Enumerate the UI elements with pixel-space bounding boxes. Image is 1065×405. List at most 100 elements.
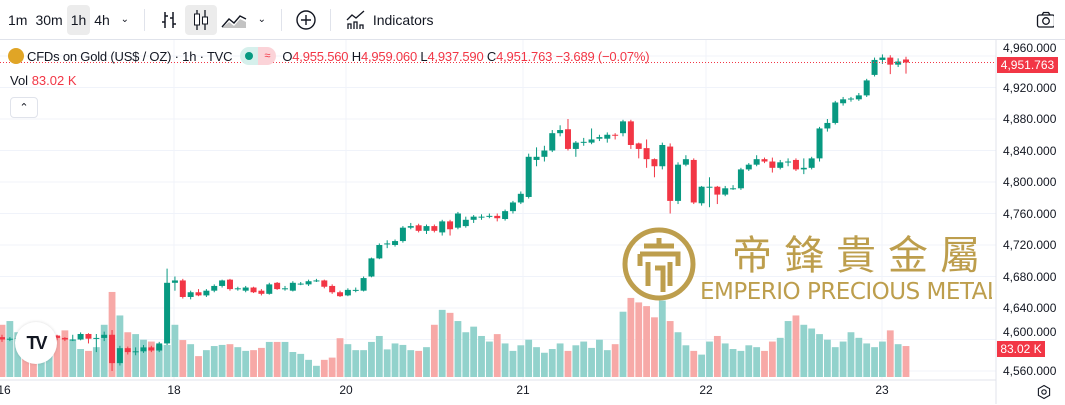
volume-bar xyxy=(273,341,281,377)
candle-body xyxy=(258,290,265,294)
top-toolbar: 1m 30m 1h 4h ⌄ ⌄ Indicators xyxy=(0,0,1065,40)
chart-type-dropdown-chevron-icon[interactable]: ⌄ xyxy=(257,14,267,25)
volume-bar xyxy=(674,332,682,377)
volume-bar xyxy=(635,302,643,377)
candle-body xyxy=(509,202,516,212)
volume-bar xyxy=(305,359,312,377)
candle-body xyxy=(596,137,603,139)
candle-body xyxy=(730,188,737,190)
candle-body xyxy=(289,282,296,291)
volume-bar xyxy=(871,347,878,377)
candle-body xyxy=(0,337,5,340)
volume-bar xyxy=(171,324,179,377)
open-value: 4,955.560 xyxy=(292,48,349,64)
candle-body xyxy=(855,95,862,100)
interval-1h[interactable]: 1h xyxy=(66,4,91,35)
candle-body xyxy=(376,245,383,259)
symbol-title[interactable]: CFDs on Gold (US$ / OZ) · 1h · TVC xyxy=(27,48,233,64)
volume-bar xyxy=(658,300,666,377)
price-tick-label: 4,880.000 xyxy=(1003,112,1057,126)
compare-add-symbol-icon[interactable] xyxy=(290,5,322,35)
volume-bar xyxy=(855,337,863,377)
interval-1m[interactable]: 1m xyxy=(8,11,28,28)
candle-body xyxy=(824,122,831,129)
candle-body xyxy=(737,169,744,189)
bars-chart-type-icon[interactable] xyxy=(153,5,185,35)
candles-chart-type-icon[interactable] xyxy=(184,4,217,35)
candle-body xyxy=(808,158,815,168)
price-axis-settings-icon[interactable] xyxy=(1036,384,1052,405)
candle-body xyxy=(93,337,100,339)
volume-bar xyxy=(85,350,92,377)
volume-bar xyxy=(879,341,886,377)
volume-bar xyxy=(768,341,776,377)
volume-bar xyxy=(328,357,336,377)
volume-bar xyxy=(462,332,470,377)
tradingview-logo[interactable]: TV xyxy=(15,322,57,364)
time-tick-label: 20 xyxy=(339,383,353,397)
volume-bar xyxy=(533,347,540,377)
volume-bar xyxy=(564,350,572,377)
screenshot-camera-icon[interactable] xyxy=(1032,5,1058,35)
candle-body xyxy=(352,289,359,291)
candle-body xyxy=(698,186,705,204)
interval-dropdown-chevron-icon[interactable]: ⌄ xyxy=(120,14,130,25)
volume-bar xyxy=(627,297,635,377)
volume-bar xyxy=(485,341,493,377)
volume-bar xyxy=(258,347,265,377)
volume-bar xyxy=(517,345,525,377)
candle-body xyxy=(549,133,556,151)
collapse-legend-chevron-up-icon[interactable]: ⌃ xyxy=(10,97,38,118)
candle-body xyxy=(234,288,241,290)
volume-value: 83.02 K xyxy=(31,73,77,88)
volume-bar xyxy=(187,344,195,377)
volume-bar xyxy=(147,341,155,377)
volume-bar xyxy=(541,352,548,377)
candle-body xyxy=(360,278,367,291)
volume-bar xyxy=(753,347,761,377)
market-status-pill[interactable]: ≈ xyxy=(240,47,277,65)
change-value: −3.689 (−0.07%) xyxy=(555,48,650,64)
candle-body xyxy=(281,288,288,290)
indicators-button[interactable]: Indicators xyxy=(339,5,440,35)
svg-text:EMPERIO PRECIOUS METALS: EMPERIO PRECIOUS METALS xyxy=(700,279,992,304)
volume-bar xyxy=(666,321,674,377)
candle-body xyxy=(6,338,13,340)
price-tick-label: 4,560.000 xyxy=(1003,364,1057,378)
candle-body xyxy=(588,139,595,143)
close-label: C xyxy=(486,48,497,64)
volume-bar xyxy=(430,324,438,377)
candle-body xyxy=(384,243,391,245)
volume-bar xyxy=(800,324,808,377)
volume-bar xyxy=(792,315,800,377)
candle-body xyxy=(572,142,579,149)
interval-4h[interactable]: 4h xyxy=(94,11,110,28)
area-chart-type-icon[interactable] xyxy=(217,5,251,35)
volume-bar xyxy=(53,335,61,377)
volume-bar xyxy=(77,349,85,377)
candle-body xyxy=(832,102,839,123)
candle-body xyxy=(903,59,909,63)
candle-body xyxy=(847,98,854,100)
volume-bar xyxy=(423,347,430,377)
candle-body xyxy=(399,227,406,242)
volume-bar xyxy=(831,347,839,377)
interval-30m[interactable]: 30m xyxy=(35,11,63,28)
candle-body xyxy=(604,134,611,139)
candle-body xyxy=(250,287,257,293)
candle-body xyxy=(423,226,430,231)
symbol-legend: CFDs on Gold (US$ / OZ) · 1h · TVC ≈ O 4,… xyxy=(8,47,650,65)
time-tick-label: 22 xyxy=(699,383,713,397)
price-tick-label: 4,640.000 xyxy=(1003,301,1057,315)
price-tick-label: 4,800.000 xyxy=(1003,175,1057,189)
candle-body xyxy=(344,289,351,296)
volume-bar xyxy=(651,317,658,377)
svg-text:帝鋒貴金屬: 帝鋒貴金屬 xyxy=(732,233,992,279)
volume-bar xyxy=(784,321,792,377)
candle-body xyxy=(557,130,564,134)
indicators-label: Indicators xyxy=(372,11,434,28)
volume-bar xyxy=(470,326,478,377)
candle-body xyxy=(879,57,886,60)
volume-bar xyxy=(265,341,273,377)
